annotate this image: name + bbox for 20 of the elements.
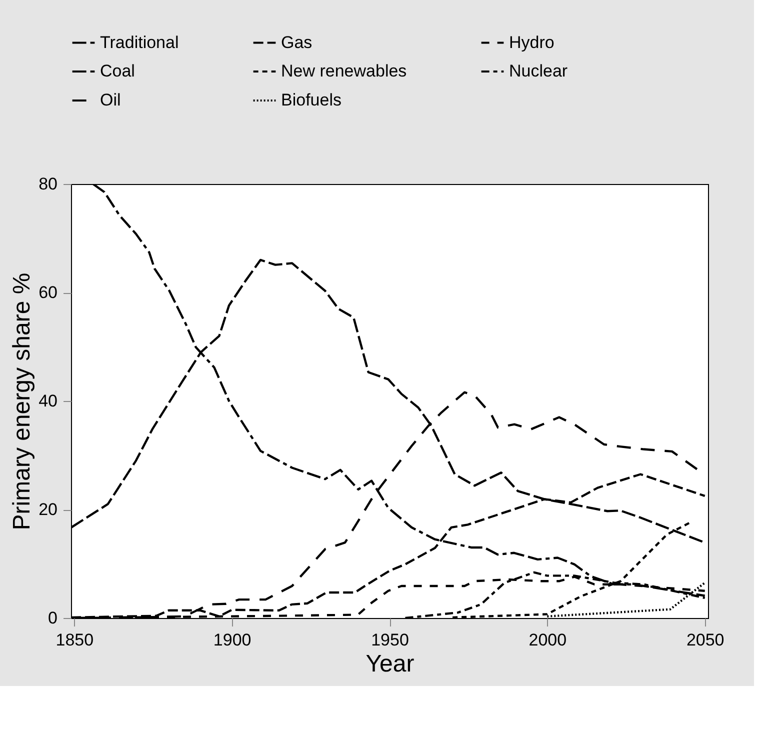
y-tick-label: 20	[38, 500, 58, 519]
legend-label: Hydro	[509, 32, 554, 52]
legend-label: Oil	[100, 90, 121, 110]
y-tick-label: 60	[38, 283, 58, 302]
y-tick-label: 80	[38, 174, 58, 194]
legend-label: Gas	[281, 32, 312, 52]
x-tick-label: 1850	[56, 630, 94, 650]
legend-label: New renewables	[281, 62, 407, 80]
y-tick-label: 40	[38, 392, 58, 410]
x-tick-label: 2050	[686, 630, 724, 650]
x-tick-label: 1900	[213, 630, 252, 650]
x-axis-title: Year	[366, 650, 414, 678]
legend-label: Nuclear	[509, 62, 568, 80]
y-tick-label: 0	[48, 608, 58, 628]
legend-label: Coal	[100, 62, 135, 80]
x-tick-label: 1950	[371, 630, 409, 650]
legend-label: Biofuels	[281, 90, 342, 110]
legend-label: Traditional	[100, 32, 179, 52]
y-axis-title: Primary energy share %	[8, 272, 36, 530]
x-tick-label: 2000	[528, 630, 567, 650]
